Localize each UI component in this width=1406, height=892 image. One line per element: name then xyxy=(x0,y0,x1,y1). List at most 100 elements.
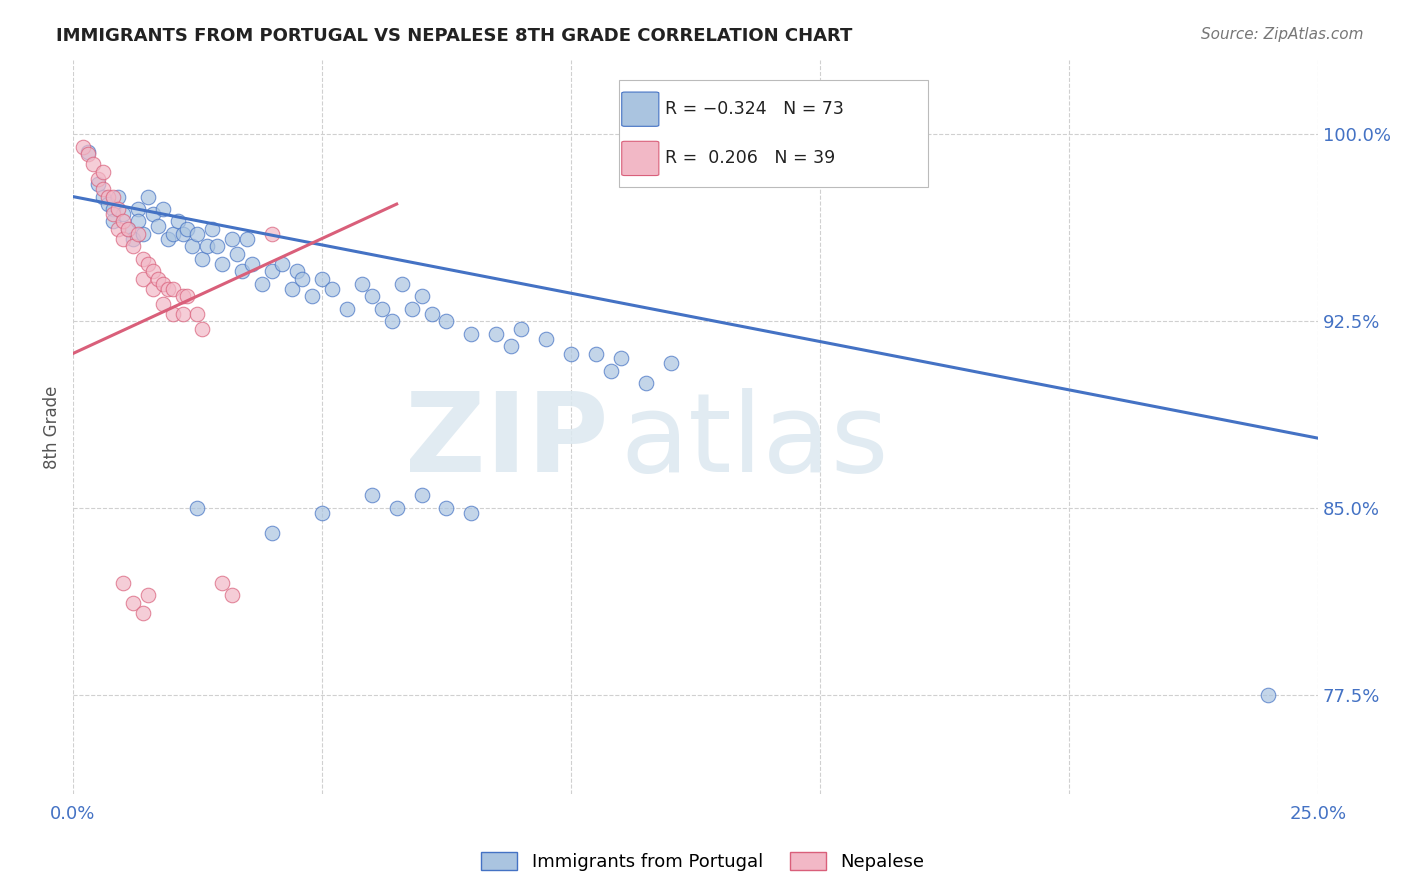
Point xyxy=(152,202,174,216)
Point xyxy=(311,272,333,286)
Point xyxy=(271,257,294,271)
Point xyxy=(152,296,174,310)
Point xyxy=(291,272,314,286)
Point xyxy=(127,227,149,241)
Point xyxy=(371,301,394,316)
Point xyxy=(142,264,165,278)
Point xyxy=(107,189,129,203)
Point xyxy=(131,272,153,286)
Point xyxy=(101,189,124,203)
Point xyxy=(176,222,198,236)
Point xyxy=(162,307,184,321)
Point xyxy=(76,147,98,161)
Point xyxy=(162,227,184,241)
Point xyxy=(460,326,482,341)
Point xyxy=(97,189,120,203)
FancyBboxPatch shape xyxy=(621,141,659,176)
Point xyxy=(236,232,259,246)
Point xyxy=(127,202,149,216)
Point xyxy=(411,488,433,502)
Point xyxy=(186,227,208,241)
Point xyxy=(321,282,343,296)
Point xyxy=(1257,688,1279,702)
Point xyxy=(156,232,179,246)
Point xyxy=(136,588,159,602)
Point xyxy=(156,282,179,296)
Text: atlas: atlas xyxy=(621,388,890,495)
Point xyxy=(82,157,104,171)
Point xyxy=(101,207,124,221)
Point xyxy=(111,207,134,221)
Point xyxy=(221,232,243,246)
Point xyxy=(152,277,174,291)
Point xyxy=(107,202,129,216)
Point xyxy=(191,252,214,266)
Point xyxy=(360,488,382,502)
Point xyxy=(585,346,607,360)
Point xyxy=(436,314,458,328)
Point xyxy=(91,189,114,203)
Point xyxy=(76,145,98,159)
Point xyxy=(436,500,458,515)
Point xyxy=(336,301,359,316)
Point xyxy=(211,575,233,590)
Point xyxy=(401,301,423,316)
Point xyxy=(162,282,184,296)
Point xyxy=(350,277,373,291)
Point xyxy=(146,219,169,234)
Point xyxy=(131,252,153,266)
Point xyxy=(510,321,533,335)
Text: ZIP: ZIP xyxy=(405,388,609,495)
Point xyxy=(411,289,433,303)
Point xyxy=(87,177,110,191)
Point xyxy=(485,326,508,341)
Point xyxy=(634,376,657,391)
Point xyxy=(181,239,204,253)
FancyBboxPatch shape xyxy=(621,92,659,127)
Point xyxy=(501,339,523,353)
Point xyxy=(360,289,382,303)
Text: R =  0.206   N = 39: R = 0.206 N = 39 xyxy=(665,150,835,168)
Point xyxy=(281,282,304,296)
Point xyxy=(226,247,249,261)
Point xyxy=(131,606,153,620)
Point xyxy=(231,264,253,278)
Point xyxy=(121,239,143,253)
Point xyxy=(111,214,134,228)
Point xyxy=(121,232,143,246)
Point xyxy=(197,239,219,253)
Point xyxy=(136,257,159,271)
Point xyxy=(262,227,284,241)
Point xyxy=(131,227,153,241)
Point xyxy=(186,500,208,515)
Point xyxy=(91,164,114,178)
Point xyxy=(97,197,120,211)
Point xyxy=(285,264,308,278)
Point xyxy=(136,189,159,203)
Text: IMMIGRANTS FROM PORTUGAL VS NEPALESE 8TH GRADE CORRELATION CHART: IMMIGRANTS FROM PORTUGAL VS NEPALESE 8TH… xyxy=(56,27,852,45)
Point xyxy=(311,506,333,520)
Y-axis label: 8th Grade: 8th Grade xyxy=(44,385,60,468)
Point xyxy=(221,588,243,602)
Point xyxy=(534,332,557,346)
Point xyxy=(87,172,110,186)
Point xyxy=(240,257,263,271)
Point xyxy=(262,264,284,278)
Point xyxy=(127,214,149,228)
Point xyxy=(172,307,194,321)
FancyBboxPatch shape xyxy=(619,80,928,187)
Text: Source: ZipAtlas.com: Source: ZipAtlas.com xyxy=(1201,27,1364,42)
Point xyxy=(560,346,582,360)
Point xyxy=(172,227,194,241)
Point xyxy=(142,282,165,296)
Point xyxy=(460,506,482,520)
Legend: Immigrants from Portugal, Nepalese: Immigrants from Portugal, Nepalese xyxy=(474,845,932,879)
Point xyxy=(117,222,139,236)
Point xyxy=(207,239,229,253)
Point xyxy=(142,207,165,221)
Point xyxy=(91,182,114,196)
Point xyxy=(121,596,143,610)
Point xyxy=(599,364,621,378)
Point xyxy=(111,232,134,246)
Point xyxy=(101,202,124,216)
